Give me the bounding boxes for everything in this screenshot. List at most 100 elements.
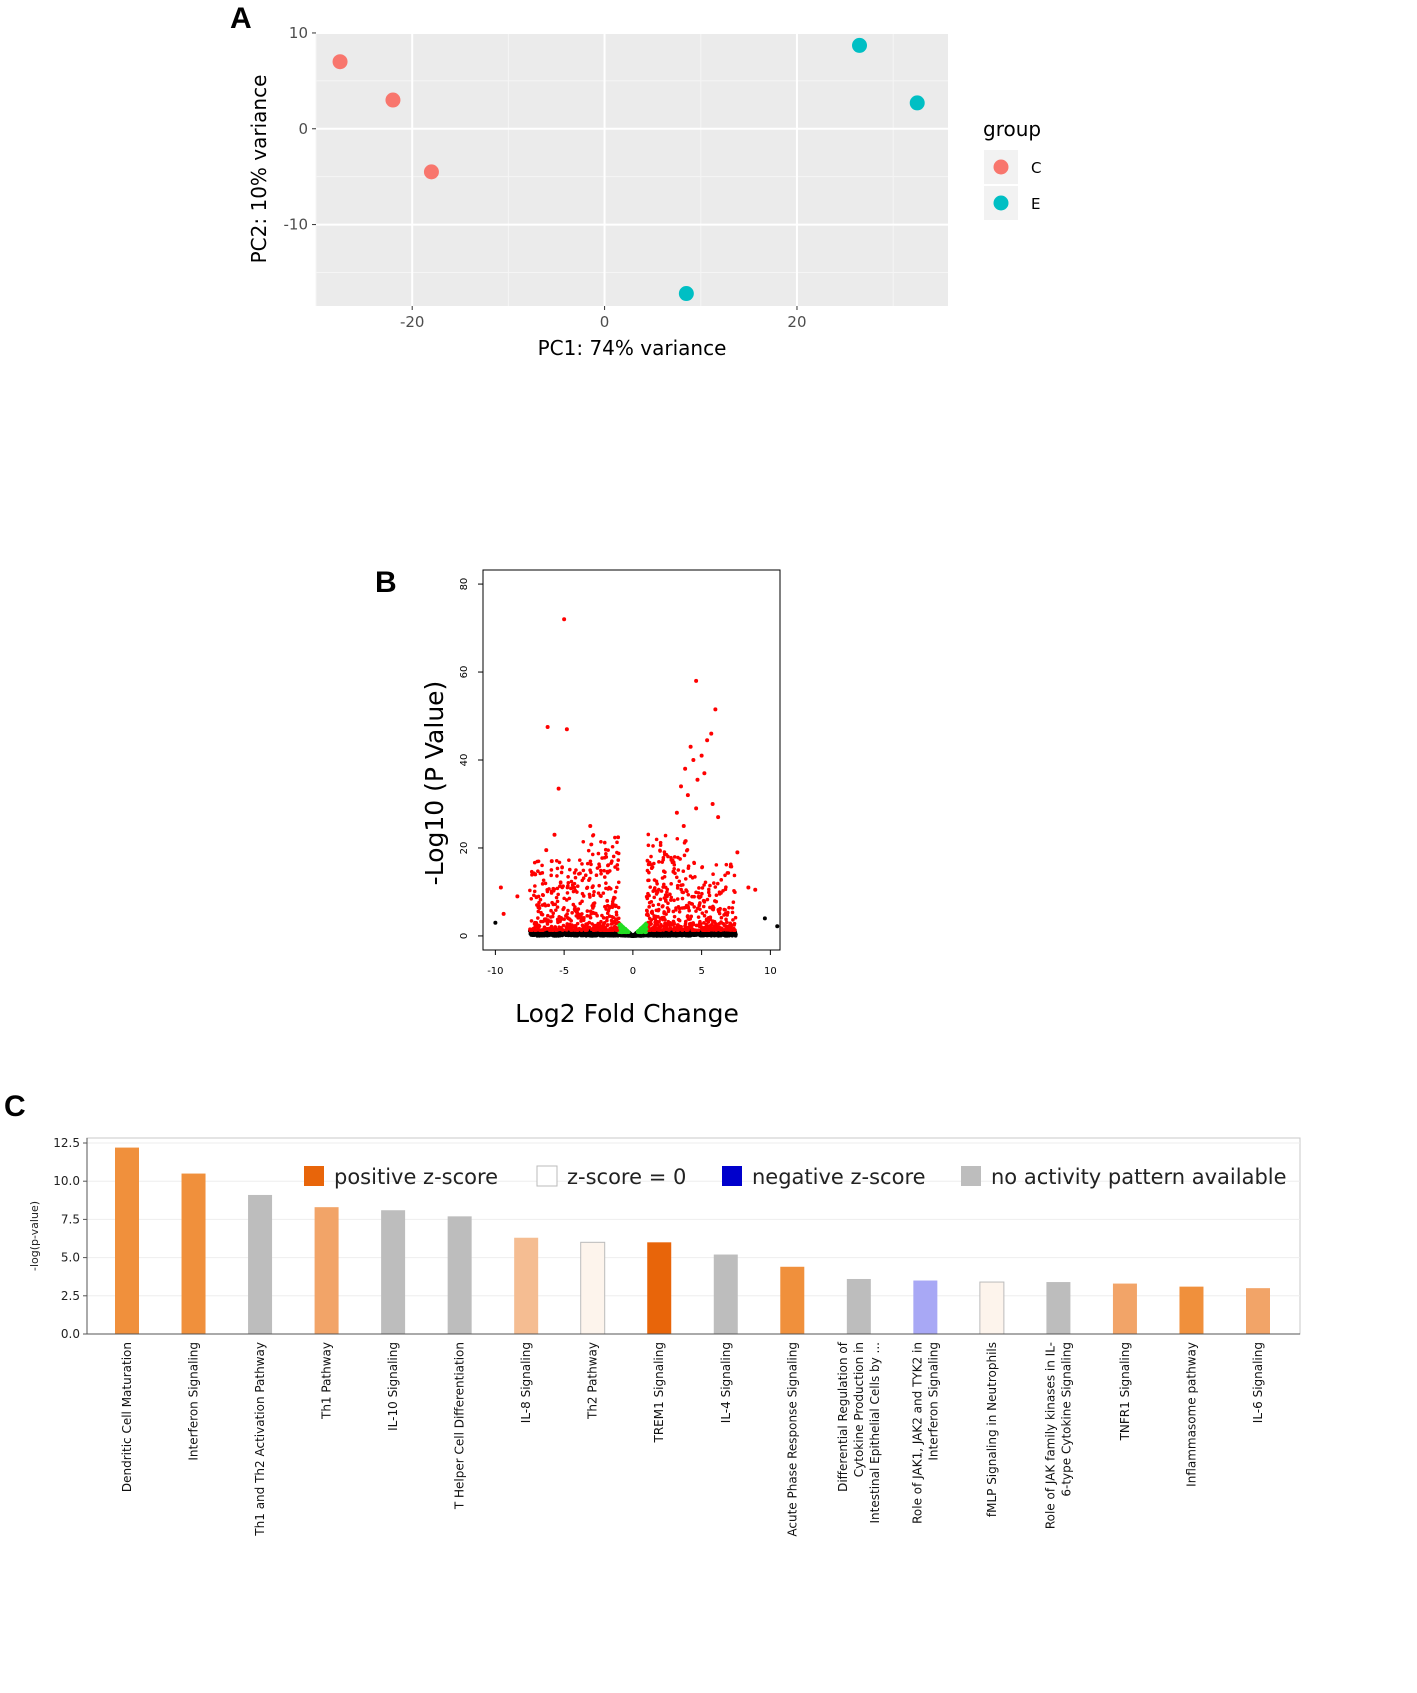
volcano-point bbox=[541, 931, 545, 936]
volcano-point bbox=[646, 832, 651, 837]
volcano-point bbox=[686, 926, 691, 931]
volcano-point bbox=[644, 912, 649, 917]
volcano-point bbox=[549, 915, 553, 919]
volcano-point bbox=[654, 908, 659, 913]
volcano-point bbox=[546, 903, 551, 908]
volcano-point bbox=[552, 832, 557, 837]
plot-panel bbox=[316, 32, 948, 306]
volcano-point bbox=[594, 933, 599, 938]
volcano-point bbox=[701, 904, 706, 909]
volcano-point bbox=[545, 725, 550, 730]
legend-label: positive z-score bbox=[334, 1165, 498, 1189]
volcano-point bbox=[587, 920, 592, 925]
category-label: Th2 Pathway bbox=[586, 1342, 600, 1420]
volcano-point bbox=[583, 873, 588, 878]
volcano-point bbox=[546, 932, 550, 937]
volcano-point bbox=[532, 889, 537, 894]
data-point-C bbox=[423, 164, 439, 180]
y-tick-label: 0.0 bbox=[61, 1327, 80, 1341]
volcano-point bbox=[572, 885, 577, 890]
category-label: IL-10 Signaling bbox=[386, 1342, 400, 1431]
volcano-point bbox=[578, 871, 582, 876]
volcano-point bbox=[704, 925, 709, 930]
volcano-point bbox=[666, 909, 671, 914]
bar bbox=[381, 1210, 406, 1334]
volcano-point bbox=[610, 904, 615, 908]
volcano-point bbox=[681, 823, 686, 828]
volcano-point bbox=[692, 861, 697, 866]
volcano-point bbox=[603, 904, 607, 909]
volcano-point bbox=[733, 932, 738, 937]
panel-c-label: C bbox=[4, 1090, 26, 1123]
volcano-point bbox=[724, 885, 728, 889]
volcano-point bbox=[563, 930, 568, 935]
bar bbox=[115, 1147, 139, 1334]
volcano-point bbox=[609, 918, 614, 923]
x-tick-label: 20 bbox=[787, 313, 806, 331]
volcano-point bbox=[658, 843, 663, 847]
volcano-point bbox=[691, 931, 695, 936]
volcano-point bbox=[581, 894, 586, 898]
volcano-point bbox=[718, 928, 723, 933]
volcano-point bbox=[562, 896, 566, 901]
volcano-point bbox=[558, 880, 563, 884]
volcano-point bbox=[600, 856, 604, 860]
volcano-point bbox=[673, 871, 677, 876]
y-tick-label: 0 bbox=[298, 120, 308, 138]
legend-label: C bbox=[1031, 159, 1041, 177]
volcano-point bbox=[654, 837, 659, 842]
volcano-point bbox=[615, 928, 620, 933]
volcano-point bbox=[562, 917, 566, 921]
volcano-point bbox=[601, 891, 606, 895]
volcano-point bbox=[671, 909, 676, 914]
volcano-point bbox=[678, 924, 682, 929]
volcano-point bbox=[746, 885, 751, 890]
volcano-point bbox=[565, 926, 570, 931]
volcano-point bbox=[537, 904, 541, 908]
legend-label: negative z-score bbox=[752, 1165, 926, 1189]
bar bbox=[913, 1280, 938, 1334]
volcano-point bbox=[580, 899, 584, 904]
volcano-point bbox=[573, 924, 577, 929]
volcano-point bbox=[692, 905, 697, 909]
volcano-point bbox=[606, 863, 610, 868]
volcano-point bbox=[662, 911, 666, 915]
volcano-point bbox=[675, 897, 680, 901]
category-label: Acute Phase Response Signaling bbox=[785, 1342, 799, 1537]
volcano-point bbox=[581, 868, 586, 873]
volcano-point bbox=[604, 886, 608, 891]
volcano-point bbox=[611, 931, 616, 935]
legend-label: E bbox=[1031, 195, 1040, 213]
bar bbox=[1046, 1282, 1071, 1334]
volcano-point bbox=[573, 875, 578, 880]
volcano-point bbox=[733, 915, 738, 920]
volcano-point bbox=[733, 890, 737, 895]
volcano-point bbox=[662, 882, 666, 887]
volcano-point bbox=[684, 933, 688, 938]
volcano-point bbox=[693, 875, 697, 879]
volcano-point bbox=[605, 916, 609, 920]
volcano-point bbox=[549, 924, 554, 929]
category-label: Th1 and Th2 Activation Pathway bbox=[253, 1342, 267, 1537]
volcano-point bbox=[686, 917, 691, 921]
bar bbox=[780, 1266, 805, 1334]
volcano-point bbox=[614, 913, 619, 917]
volcano-point bbox=[730, 910, 735, 915]
volcano-point bbox=[705, 897, 710, 902]
volcano-point bbox=[674, 875, 679, 880]
volcano-point bbox=[653, 917, 658, 922]
volcano-point bbox=[728, 864, 733, 869]
volcano-point bbox=[726, 871, 731, 875]
x-tick-label: 0 bbox=[630, 966, 636, 977]
volcano-point bbox=[575, 890, 579, 894]
volcano-point bbox=[715, 881, 720, 886]
volcano-point bbox=[731, 900, 736, 904]
volcano-point bbox=[557, 925, 561, 929]
volcano-point bbox=[659, 889, 664, 893]
volcano-point bbox=[651, 903, 655, 908]
volcano-point bbox=[711, 872, 715, 877]
volcano-point bbox=[557, 860, 562, 865]
volcano-point bbox=[559, 870, 564, 875]
volcano-point bbox=[532, 926, 537, 930]
volcano-point bbox=[552, 887, 557, 891]
